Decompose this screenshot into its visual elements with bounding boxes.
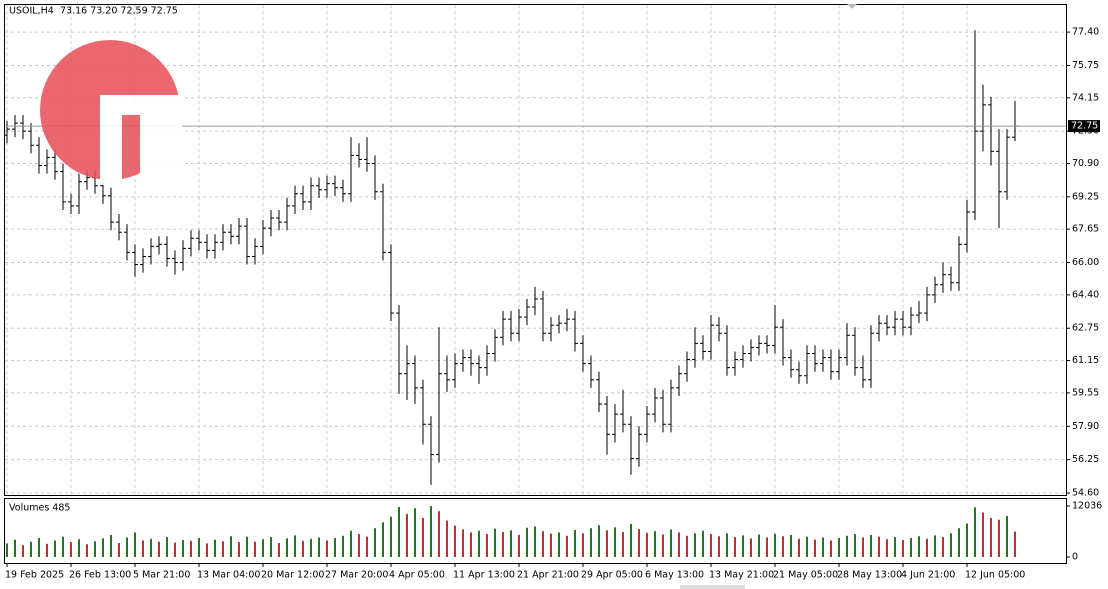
logo — [40, 40, 182, 185]
x-tick-label: 4 Jun 21:00 — [901, 570, 955, 581]
volume-label: Volumes 485 — [9, 503, 70, 514]
x-tick-label: 21 May 05:00 — [773, 570, 838, 581]
x-tick-label: 12 Jun 05:00 — [965, 570, 1025, 581]
last-price-label: 72.75 — [1071, 121, 1098, 132]
last-price-box — [1068, 120, 1100, 133]
y-tick-label: 69.25 — [1072, 191, 1099, 202]
y-tick-label: 66.00 — [1072, 257, 1099, 268]
x-tick-label: 13 May 21:00 — [709, 570, 774, 581]
x-tick-label: 20 Mar 12:00 — [261, 570, 324, 581]
y-tick-label: 0 — [1072, 552, 1078, 563]
y-tick-label: 75.75 — [1072, 60, 1099, 71]
y-tick-label: 77.40 — [1072, 27, 1099, 38]
y-tick-label: 64.40 — [1072, 289, 1099, 300]
y-tick-label: 12036 — [1072, 501, 1102, 512]
x-tick-label: 6 May 13:00 — [645, 570, 704, 581]
plot-layer: 54.60 56.25 57.90 59.55 61.15 62.75 64.40 66.00… — [4, 5, 1102, 581]
x-tick-label: 27 Mar 20:00 — [325, 570, 388, 581]
x-tick-label: 29 Apr 05:00 — [581, 570, 643, 581]
x-tick-label: 11 Apr 13:00 — [453, 570, 515, 581]
quote-label: 73.16 73.20 72.59 72.75 — [60, 6, 178, 17]
scrollbar — [680, 585, 745, 589]
volume-panel — [4, 498, 1067, 564]
y-tick-label: 67.65 — [1072, 224, 1099, 235]
y-tick-label: 70.90 — [1072, 158, 1099, 169]
y-tick-label: 56.25 — [1072, 454, 1099, 465]
y-tick-label: 54.60 — [1072, 487, 1099, 498]
x-tick-label: 26 Feb 13:00 — [69, 570, 131, 581]
x-tick-label: 21 Apr 21:00 — [517, 570, 579, 581]
price-panel — [4, 4, 1067, 496]
y-tick-label: 57.90 — [1072, 421, 1099, 432]
x-tick-label: 4 Apr 05:00 — [389, 570, 445, 581]
x-tick-label: 13 Mar 04:00 — [197, 570, 260, 581]
x-tick-label: 28 May 13:00 — [837, 570, 902, 581]
x-tick-label: 5 Mar 21:00 — [133, 570, 190, 581]
y-tick-label: 59.55 — [1072, 387, 1099, 398]
scroll-marker — [847, 4, 857, 9]
x-tick-label: 19 Feb 2025 — [5, 570, 64, 581]
y-tick-label: 61.15 — [1072, 355, 1099, 366]
y-tick-label: 74.15 — [1072, 92, 1099, 103]
y-tick-label: 62.75 — [1072, 323, 1099, 334]
symbol-label: USOIL,H4 — [9, 6, 54, 17]
